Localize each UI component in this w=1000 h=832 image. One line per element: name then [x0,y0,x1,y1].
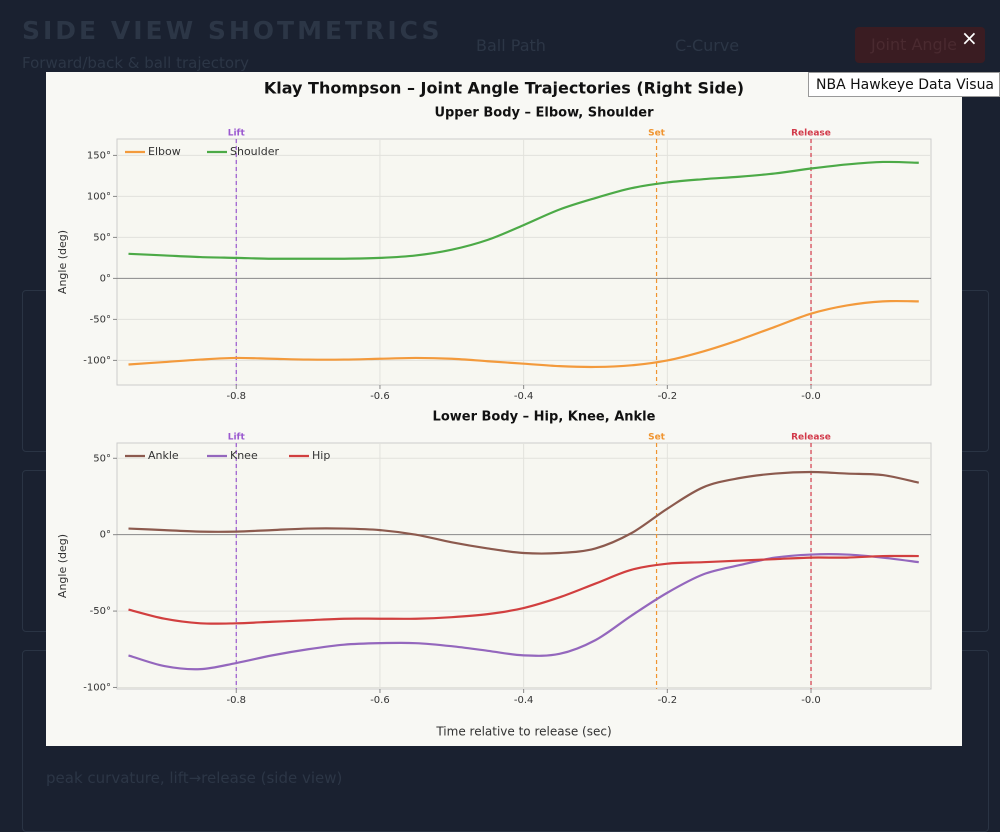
event-label: Lift [228,129,246,139]
y-tick-label: -100° [83,355,111,366]
tab-active[interactable]: Joint Angle [855,27,985,63]
y-tick-label: -50° [90,314,111,325]
x-axis-label: Time relative to release (sec) [435,725,611,739]
y-axis-label: Angle (deg) [56,230,69,294]
y-tick-label: -100° [83,682,111,693]
subplot-title: Upper Body – Elbow, Shoulder [434,106,654,121]
x-tick-label: -0.0 [801,391,821,402]
series-line [128,554,919,625]
series-line [128,299,919,369]
x-tick-label: -0.0 [801,695,821,706]
event-label: Release [791,433,831,443]
y-tick-label: 0° [100,273,111,284]
tab[interactable]: Ball Path [476,36,546,55]
y-tick-label: 50° [93,232,111,243]
x-tick-label: -0.6 [370,391,390,402]
x-tick-label: -0.2 [658,391,678,402]
y-tick-label: -50° [90,606,111,617]
y-tick-label: 0° [100,530,111,541]
series-line [128,553,919,671]
x-tick-label: -0.4 [514,391,534,402]
series-line [128,470,920,555]
close-button[interactable]: × [961,26,978,50]
modal-title: Klay Thompson – Joint Angle Trajectories… [264,79,744,98]
x-tick-label: -0.8 [227,695,247,706]
legend-label: Ankle [148,449,179,462]
subplot-title: Lower Body – Hip, Knee, Ankle [433,410,656,425]
bg-caption: peak curvature, lift→release (side view) [46,769,343,787]
event-label: Release [791,129,831,139]
legend-label: Knee [230,449,258,462]
bg-subheading: Forward/back & ball trajectory [22,54,250,72]
event-label: Set [648,433,666,443]
event-label: Lift [228,433,246,443]
legend-label: Elbow [148,145,181,158]
event-label: Set [648,129,666,139]
x-tick-label: -0.4 [514,695,534,706]
y-axis-label: Angle (deg) [56,534,69,598]
x-tick-label: -0.8 [227,391,247,402]
modal: Klay Thompson – Joint Angle Trajectories… [46,72,962,746]
x-tick-label: -0.6 [370,695,390,706]
tab[interactable]: C-Curve [675,36,740,55]
tooltip: NBA Hawkeye Data Visua [808,72,1000,97]
bg-heading: SIDE VIEW SHOTMETRICS [22,16,443,45]
y-tick-label: 50° [93,453,111,464]
legend-label: Hip [312,449,330,462]
y-tick-label: 100° [87,191,111,202]
y-tick-label: 150° [87,150,111,161]
legend-label: Shoulder [230,145,279,158]
series-line [128,160,919,260]
chart: Klay Thompson – Joint Angle Trajectories… [56,79,932,739]
x-tick-label: -0.2 [658,695,678,706]
